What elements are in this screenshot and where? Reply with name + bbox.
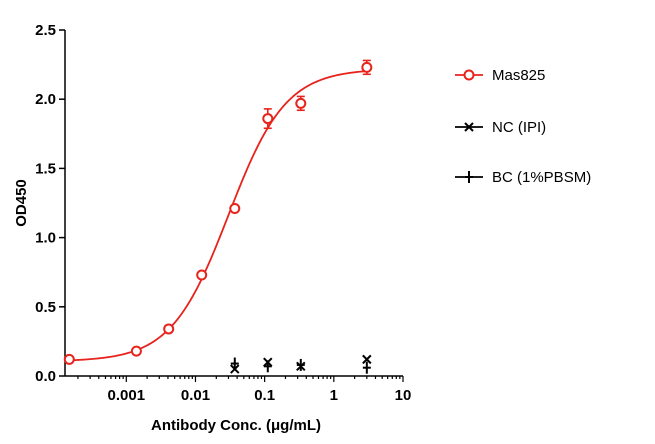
mas825-point — [63, 353, 75, 365]
nc-ipi-point — [362, 354, 372, 365]
x-tick-label: 0.01 — [181, 387, 210, 404]
legend-item-bc-1-pbsm: BC (1%PBSM) — [455, 169, 591, 186]
legend: Mas825 NC (IPI) BC (1%PBSM) — [455, 67, 591, 186]
axes: 0.0 0.5 1.0 1.5 2.0 2.5 0.001 0.01 0.1 1 10 — [35, 22, 411, 404]
mas825-point — [361, 61, 373, 73]
y-tick-label: 1.5 — [35, 160, 56, 177]
x-tick-label: 10 — [395, 387, 412, 404]
y-tick-label: 2.5 — [35, 22, 56, 39]
mas825-point — [295, 97, 307, 109]
legend-label: BC (1%PBSM) — [492, 169, 591, 186]
bc-1-pbsm-point — [230, 357, 239, 370]
legend-item-nc-ipi: NC (IPI) — [455, 119, 546, 136]
mas825-point — [196, 269, 208, 281]
legend-label: NC (IPI) — [492, 119, 546, 136]
mas825-point — [262, 113, 274, 125]
x-axis-title: Antibody Conc. (μg/mL) — [151, 417, 321, 434]
y-tick-label: 0.5 — [35, 299, 56, 316]
y-tick-label: 0.0 — [35, 368, 56, 385]
x-tick-label: 1 — [330, 387, 338, 404]
mas825-fit-curve — [69, 70, 367, 362]
mas825-point — [130, 345, 142, 357]
legend-item-mas825: Mas825 — [455, 67, 545, 84]
legend-marker — [463, 69, 475, 81]
x-tick-label: 0.1 — [254, 387, 275, 404]
bc-1-pbsm-point — [362, 361, 371, 374]
fit-curves — [69, 70, 367, 362]
legend-label: Mas825 — [492, 67, 545, 84]
legend-marker — [465, 171, 473, 183]
bc-1-pbsm-point — [296, 358, 305, 371]
y-tick-label: 2.0 — [35, 91, 56, 108]
legend-marker — [464, 122, 474, 132]
x-tick-label: 0.001 — [108, 387, 146, 404]
x-marker-stroke — [362, 354, 372, 365]
data-marks — [63, 59, 373, 374]
bc-1-pbsm-point — [263, 360, 272, 373]
mas825-point — [163, 323, 175, 335]
x-marker-stroke — [464, 122, 474, 132]
y-axis-title: OD450 — [13, 179, 30, 227]
y-tick-label: 1.0 — [35, 230, 56, 247]
mas825-point — [229, 203, 241, 215]
